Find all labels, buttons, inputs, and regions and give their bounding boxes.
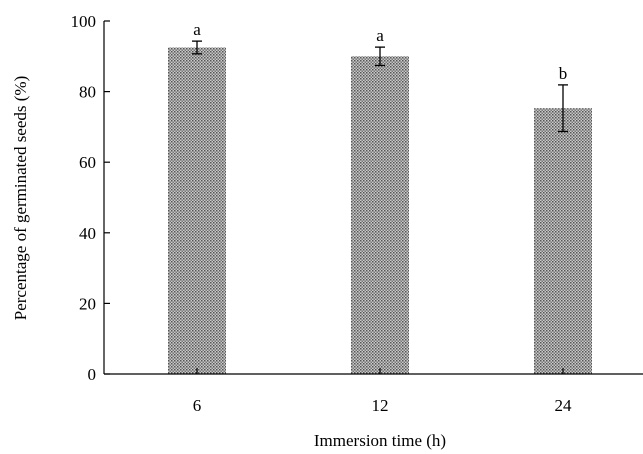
bar-12 — [351, 56, 409, 375]
y-tick-label-20: 20 — [79, 294, 96, 313]
x-tick-label-24: 24 — [555, 396, 573, 415]
bar-6 — [168, 47, 226, 374]
error-bar-12 — [375, 46, 385, 67]
y-tick-label-60: 60 — [79, 153, 96, 172]
y-tick-label-40: 40 — [79, 224, 96, 243]
error-bar-6 — [192, 40, 202, 55]
x-tick-label-12: 12 — [372, 396, 389, 415]
error-bar-24 — [558, 84, 568, 133]
y-tick-label-100: 100 — [71, 12, 97, 31]
significance-label-24: b — [559, 64, 568, 83]
y-axis-label: Percentage of germinated seeds (%) — [11, 76, 30, 321]
significance-label-6: a — [193, 20, 201, 39]
bar-24 — [534, 108, 592, 374]
x-tick-label-6: 6 — [193, 396, 202, 415]
y-tick-label-0: 0 — [88, 365, 97, 384]
significance-label-12: a — [376, 26, 384, 45]
plot-area: a a b 0 20 40 60 80 100 6 12 24 — [71, 12, 643, 415]
x-axis-label: Immersion time (h) — [314, 431, 446, 450]
y-tick-label-80: 80 — [79, 83, 96, 102]
